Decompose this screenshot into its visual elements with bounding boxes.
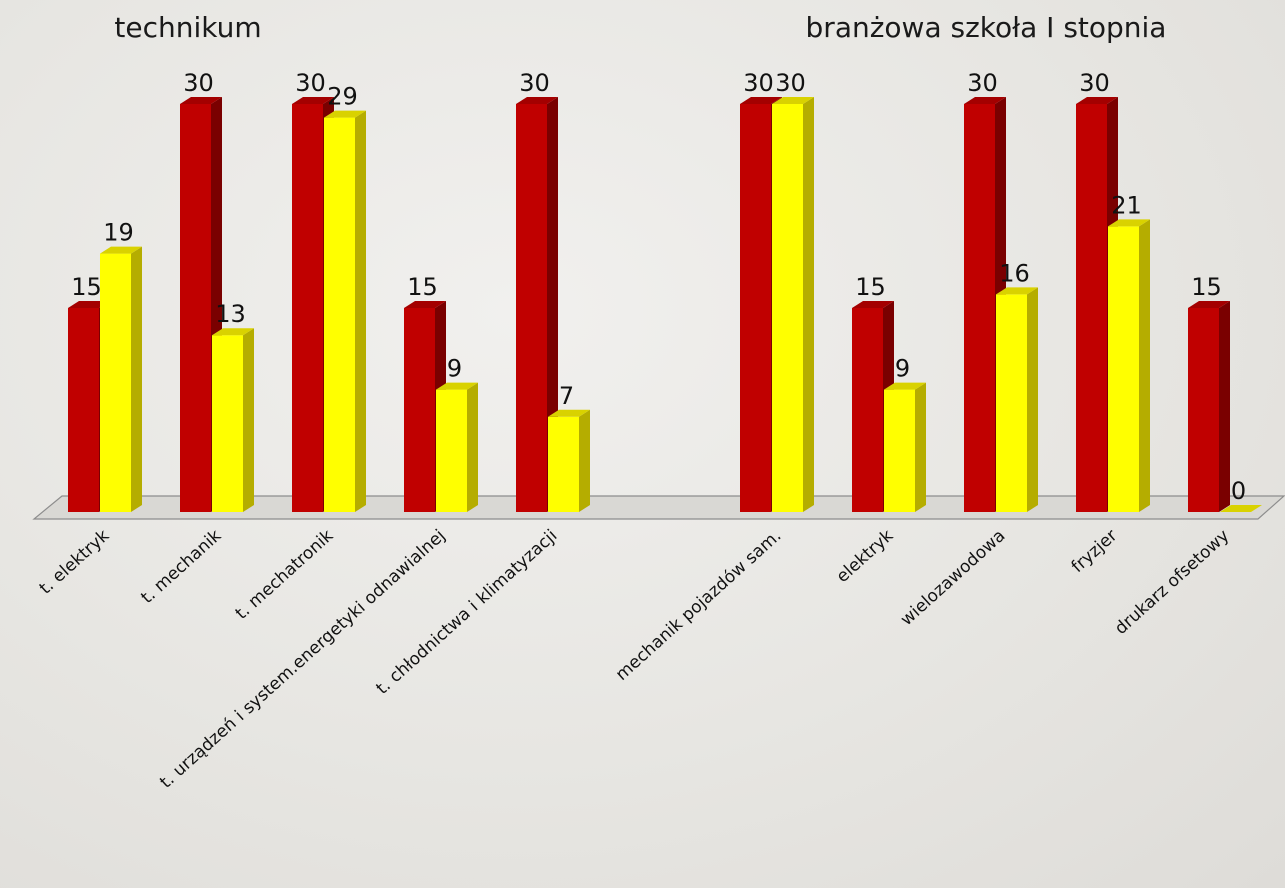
bar-g0-c3-s0 <box>404 308 435 512</box>
bar-g0-c1-s1-top <box>212 328 254 336</box>
bar-g0-c4-s0 <box>516 104 547 512</box>
bar-g1-c4-s0-side <box>1219 301 1230 512</box>
bar-g1-c0-s0-label: 30 <box>743 69 774 97</box>
bar-g0-c0-s1-top <box>100 246 142 254</box>
bar-g0-c2-s1 <box>324 117 355 512</box>
bar-g1-c4-s0-top <box>1188 301 1230 308</box>
bar-g0-c2-s1-side <box>355 110 366 512</box>
bar-g1-c2-s1-side <box>1027 287 1038 512</box>
bar-g0-c2-s0-label: 30 <box>295 69 326 97</box>
bar-g1-c2-s0 <box>964 104 995 512</box>
group-title: branżowa szkoła I stopnia <box>806 11 1167 44</box>
bar-g0-c0-s1 <box>100 253 131 512</box>
bar-g1-c2-s0-top <box>964 97 1006 104</box>
bar-g1-c3-s1 <box>1108 226 1139 512</box>
bar-g1-c0-s1-top <box>772 97 814 104</box>
bar-g1-c1-s0 <box>852 308 883 512</box>
bar-g1-c1-s0-label: 15 <box>855 273 886 301</box>
bar-g0-c4-s0-label: 30 <box>519 69 550 97</box>
category-label: elektryk <box>833 526 898 587</box>
category-label: wielozawodowa <box>897 526 1009 630</box>
bar-g1-c1-s1 <box>884 389 915 512</box>
bar-g1-c1-s1-top <box>884 382 926 390</box>
bar-g1-c0-s0-top <box>740 97 782 104</box>
bar-g0-c1-s0-top <box>180 97 222 104</box>
bar-g0-c4-s1-top <box>548 409 590 417</box>
bar-g1-c1-s0-top <box>852 301 894 308</box>
bar-g1-c3-s1-side <box>1139 219 1150 512</box>
bar-g0-c1-s0 <box>180 104 211 512</box>
bar-g1-c0-s0 <box>740 104 771 512</box>
bar-g1-c3-s1-label: 21 <box>1111 191 1142 219</box>
bar-g1-c3-s0-top <box>1076 97 1118 104</box>
bar-g0-c3-s1-top <box>436 382 478 390</box>
bar-g0-c1-s1 <box>212 335 243 512</box>
bar-g1-c2-s1-label: 16 <box>999 259 1030 287</box>
bar-g1-c0-s1-label: 30 <box>775 69 806 97</box>
bar-g1-c4-s0-label: 15 <box>1191 273 1222 301</box>
bar-g0-c4-s1-label: 7 <box>559 382 574 410</box>
bar-g0-c2-s0 <box>292 104 323 512</box>
bar-g1-c4-s1-top <box>1220 505 1262 512</box>
group-title: technikum <box>114 11 261 44</box>
bar-g0-c4-s0-top <box>516 97 558 104</box>
bar-g0-c4-s1 <box>548 416 579 512</box>
bar-g0-c3-s0-label: 15 <box>407 273 438 301</box>
bar-g0-c1-s1-side <box>243 328 254 512</box>
category-label: fryzjer <box>1068 526 1122 577</box>
bar-g0-c3-s1-label: 9 <box>447 355 462 383</box>
category-label: drukarz ofsetowy <box>1111 526 1233 639</box>
category-label: t. mechatronik <box>232 526 338 624</box>
category-label: t. elektryk <box>36 526 114 599</box>
bar-g0-c0-s0 <box>68 308 99 512</box>
category-label: t. mechanik <box>137 526 225 608</box>
bar-g0-c2-s1-label: 29 <box>327 83 358 111</box>
bar-g1-c3-s0-label: 30 <box>1079 69 1110 97</box>
bar-g0-c0-s1-side <box>131 246 142 512</box>
category-label: t. chłodnictwa i klimatyzacji <box>372 526 561 699</box>
bar-g0-c3-s0-top <box>404 301 446 308</box>
bar-g1-c2-s1 <box>996 294 1027 512</box>
bar-g1-c0-s1-side <box>803 97 814 512</box>
bar-g1-c1-s1-label: 9 <box>895 355 910 383</box>
bar-g0-c3-s1-side <box>467 382 478 512</box>
bar-g1-c2-s1-top <box>996 287 1038 295</box>
bar-g1-c1-s1-side <box>915 382 926 512</box>
bar-g1-c4-s0 <box>1188 308 1219 512</box>
bar-g1-c0-s1 <box>772 104 803 512</box>
bar-g1-c2-s0-label: 30 <box>967 69 998 97</box>
bar-g0-c1-s0-label: 30 <box>183 69 214 97</box>
bar-g1-c3-s0 <box>1076 104 1107 512</box>
bar-g0-c0-s0-label: 15 <box>71 273 102 301</box>
bar-g0-c1-s1-label: 13 <box>215 300 246 328</box>
bar-g0-c0-s0-top <box>68 301 110 308</box>
bar-g1-c3-s1-top <box>1108 219 1150 227</box>
bar-g0-c4-s0-side <box>547 97 558 512</box>
bar-g0-c3-s1 <box>436 389 467 512</box>
bar-g1-c4-s1-label: 0 <box>1231 477 1246 505</box>
category-label: mechanik pojazdów sam. <box>612 526 785 685</box>
bar-g0-c2-s1-top <box>324 110 366 118</box>
bar-g0-c2-s0-top <box>292 97 334 104</box>
bar-g0-c0-s1-label: 19 <box>103 219 134 247</box>
bar-g0-c4-s1-side <box>579 409 590 512</box>
